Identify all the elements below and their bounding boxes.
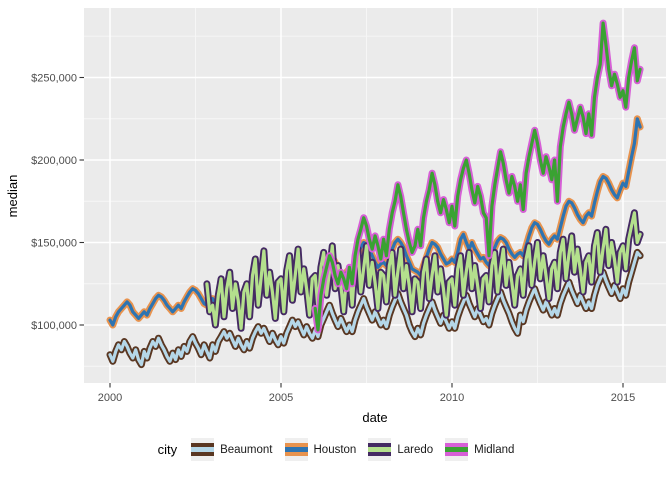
x-tick-2010: 2010 [440, 392, 464, 404]
y-axis-title: median [5, 175, 20, 218]
grid-minor [84, 8, 666, 383]
y-tick-150000: $150,000 [31, 238, 77, 250]
legend-item-midland: Midland [445, 438, 514, 461]
y-tick-200000: $200,000 [31, 155, 77, 167]
legend-item-houston: Houston [284, 438, 357, 461]
legend-title: city [157, 442, 178, 457]
y-tick-100000: $100,000 [31, 320, 77, 332]
legend-item-beaumont: Beaumont [191, 438, 273, 461]
x-tick-2000: 2000 [98, 392, 122, 404]
x-axis-title: date [362, 410, 387, 425]
y-tick-250000: $250,000 [31, 73, 77, 85]
legend-swatch-laredo-icon [368, 438, 392, 461]
series-lines [106, 19, 644, 369]
legend-label-houston: Houston [313, 443, 357, 456]
legend-swatch-midland-icon [445, 438, 469, 461]
legend-swatch-beaumont-icon [191, 438, 215, 461]
legend: city Beaumont Houston Laredo Midland [0, 438, 672, 461]
legend-label-laredo: Laredo [397, 443, 434, 456]
plot-panel [84, 8, 666, 383]
legend-label-beaumont: Beaumont [220, 443, 273, 456]
axis-ticks [79, 76, 624, 388]
legend-label-midland: Midland [474, 443, 515, 456]
x-tick-2015: 2015 [611, 392, 635, 404]
legend-item-laredo: Laredo [368, 438, 433, 461]
x-tick-2005: 2005 [269, 392, 293, 404]
legend-swatch-houston-icon [284, 438, 308, 461]
